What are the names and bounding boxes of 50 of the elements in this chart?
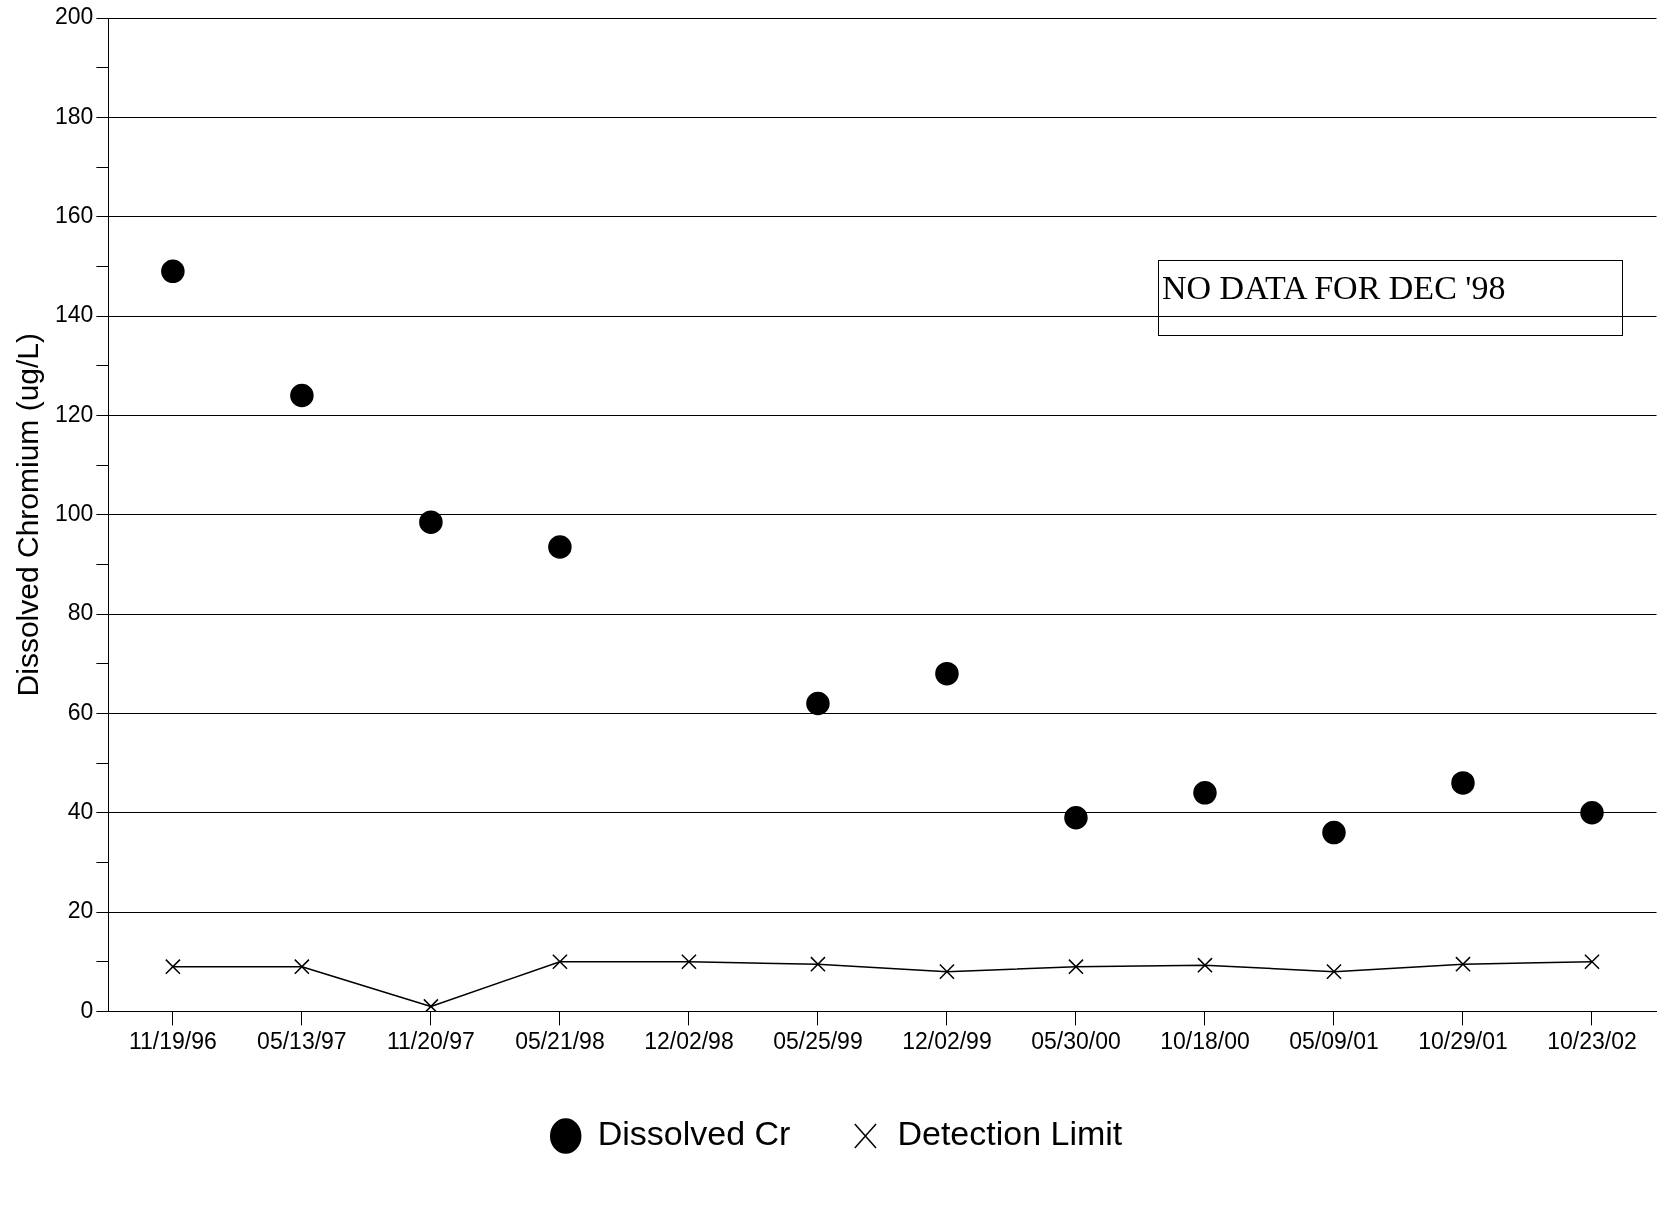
point [552,953,568,970]
y-tick-label: 160 [55,202,94,229]
point [423,998,439,1012]
point [1455,956,1471,973]
x-tick-label: 05/30/00 [1031,1027,1121,1054]
annotation: NO DATA FOR DEC '98 [1158,260,1623,336]
legend-label: Detection Limit [897,1114,1123,1153]
x-tick-label: 05/25/99 [773,1027,863,1054]
point [1193,781,1217,805]
point [161,259,185,284]
x-tick-label: 05/09/01 [1289,1027,1379,1054]
point [806,691,830,716]
x-tick-label: 12/02/99 [902,1027,992,1054]
y-tick-label: 180 [55,102,94,129]
point [1322,820,1346,845]
x-tick-label: 05/13/97 [257,1027,347,1054]
point [294,958,310,975]
point [935,661,959,686]
x-tick-label: 11/19/96 [128,1027,217,1054]
x-tick-label: 10/23/02 [1547,1027,1637,1054]
point [1326,963,1342,980]
y-tick-label: 20 [67,897,94,924]
legend-label: Dissolved Cr [597,1114,791,1153]
point [681,953,697,970]
point [548,535,572,559]
x-tick-label: 10/18/00 [1160,1027,1250,1054]
point [810,956,826,973]
x-tick-label: 10/29/01 [1418,1027,1508,1054]
point [290,383,314,408]
point [1197,957,1213,974]
point [1064,805,1088,830]
x-tick-label: 05/21/98 [515,1027,605,1054]
point [939,963,955,980]
y-axis-title: Dissolved Chromium (ug/L) [11,332,45,697]
y-tick-label: 0 [80,996,94,1023]
y-tick-label: 200 [55,3,94,30]
y-tick-label: 80 [67,599,94,626]
y-tick-label: 120 [55,400,94,427]
point [1451,771,1475,795]
point [1580,800,1604,825]
y-tick-label: 140 [55,301,94,328]
x-tick-label: 11/20/97 [386,1027,475,1054]
point [1584,953,1600,970]
y-tick-label: 40 [67,798,94,825]
point [419,510,443,534]
y-tick-label: 100 [55,500,94,527]
y-tick-label: 60 [67,698,94,725]
point [165,958,181,975]
x-tick-label: 12/02/98 [644,1027,734,1054]
point [1068,958,1084,975]
